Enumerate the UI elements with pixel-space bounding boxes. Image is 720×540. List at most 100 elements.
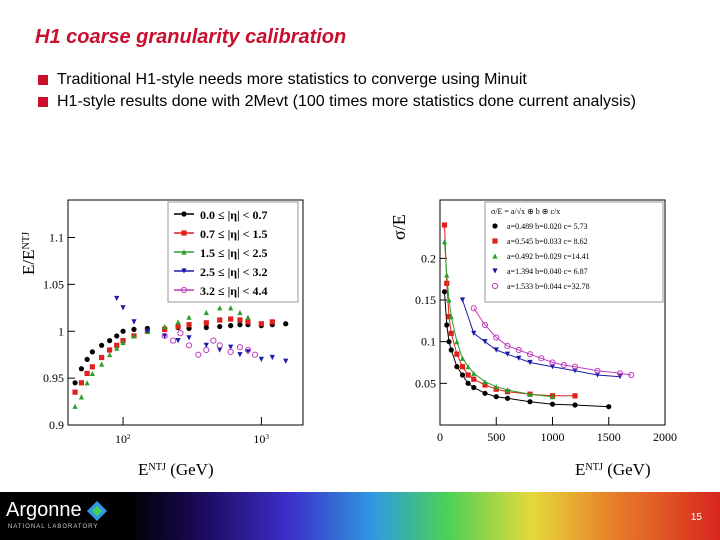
data-point	[175, 319, 181, 325]
data-point	[175, 323, 181, 330]
data-point	[269, 319, 275, 325]
data-point	[482, 339, 488, 345]
legend-label: a=1.533 b=0.044 c=32.78	[507, 282, 590, 291]
argonne-logo-subtitle: NATIONAL LABORATORY	[8, 524, 99, 530]
resolution-chart: 0.05 0.1 0.15 0.2 0 500 1000 1500 2000 σ/E ENTJ (G…	[389, 199, 677, 479]
legend-label: 1.5 ≤ |η| < 2.5	[200, 246, 268, 260]
data-point	[446, 339, 452, 345]
data-point	[616, 370, 624, 377]
y-tick-label: 0.15	[415, 293, 436, 307]
bullet-square-icon	[38, 97, 48, 107]
data-point	[448, 330, 454, 336]
data-point	[454, 351, 460, 357]
data-point	[283, 358, 289, 364]
data-point	[454, 364, 460, 370]
legend-label: a=0.489 b=0.020 c= 5.73	[507, 222, 588, 231]
bullet-item: Traditional H1-style needs more statisti…	[38, 70, 678, 90]
data-point	[516, 355, 522, 361]
y-tick-label: 0.95	[43, 371, 64, 385]
data-point	[492, 253, 498, 259]
y-tick-label: 1	[58, 324, 64, 338]
data-point	[169, 337, 177, 344]
data-point	[283, 321, 289, 327]
legend-label: 2.5 ≤ |η| < 3.2	[200, 265, 268, 279]
data-point	[459, 364, 466, 370]
data-point	[251, 351, 259, 358]
data-point	[594, 367, 601, 374]
data-point	[526, 351, 534, 358]
data-point	[470, 305, 477, 312]
data-point	[560, 361, 567, 369]
x-tick-label: 103	[253, 432, 269, 446]
bullet-list: Traditional H1-style needs more statisti…	[38, 70, 678, 114]
page-number: 15	[690, 512, 702, 523]
data-point	[446, 314, 452, 320]
argonne-logo-icon	[87, 501, 107, 521]
y-tick-label: 0.9	[49, 418, 64, 432]
data-point	[237, 352, 243, 358]
x-tick-label: 2000	[653, 430, 677, 444]
response-chart: 0.9 0.95 1 1.05 1.1 102 103 E/ENTJ ENTJ (GeV) 0.0…	[19, 199, 304, 479]
data-point	[549, 401, 556, 407]
data-point	[492, 238, 498, 244]
data-point	[217, 317, 223, 323]
data-point	[454, 339, 460, 345]
data-point	[210, 337, 217, 344]
data-point	[186, 322, 192, 328]
data-point	[493, 334, 500, 341]
data-point	[527, 359, 533, 366]
x-axis-label: ENTJ (GeV)	[138, 460, 214, 479]
argonne-logo-text: Argonne	[6, 499, 82, 521]
data-point	[78, 366, 85, 372]
data-point	[84, 370, 90, 377]
x-tick-label: 500	[487, 430, 505, 444]
data-point	[444, 280, 450, 286]
data-point	[493, 384, 499, 390]
data-point	[175, 338, 181, 344]
data-point	[572, 393, 578, 399]
data-point	[161, 332, 168, 340]
data-point	[606, 404, 612, 410]
data-point	[144, 328, 150, 334]
data-point	[203, 309, 209, 316]
data-point	[114, 342, 120, 348]
footer-bar: Argonne NATIONAL LABORATORY 15	[0, 492, 720, 540]
data-point	[181, 249, 187, 255]
data-point	[99, 342, 105, 348]
data-point	[444, 322, 450, 328]
x-tick-label: 0	[437, 430, 443, 444]
data-point	[177, 330, 184, 337]
data-point	[162, 323, 168, 330]
bullet-square-icon	[38, 75, 48, 85]
y-axis-label: E/ENTJ	[19, 232, 38, 275]
data-point	[195, 351, 202, 358]
data-point	[444, 272, 450, 278]
slide-title: H1 coarse granularity calibration	[35, 26, 347, 48]
legend-label: a=0.492 b=0.029 c=14.41	[507, 252, 590, 261]
data-point	[114, 333, 120, 339]
data-point	[228, 323, 234, 329]
data-point	[89, 349, 95, 355]
data-point	[203, 346, 210, 354]
data-point	[504, 342, 511, 349]
bullet-text: Traditional H1-style needs more statisti…	[57, 71, 527, 88]
legend-label: a=1.394 b=0.040 c= 6.87	[507, 267, 588, 276]
legend-label: a=0.545 b=0.033 c= 8.62	[507, 237, 588, 246]
data-point	[131, 319, 137, 325]
y-tick-label: 0.1	[421, 335, 436, 349]
data-point	[99, 361, 105, 367]
y-tick-label: 1.05	[43, 277, 64, 291]
data-point	[131, 333, 137, 339]
data-point	[471, 384, 477, 391]
data-point	[471, 370, 477, 376]
data-point	[491, 282, 499, 290]
legend-label: 0.7 ≤ |η| < 1.5	[200, 227, 268, 241]
data-point	[78, 380, 85, 386]
data-point	[107, 347, 113, 353]
data-point	[446, 297, 452, 303]
data-point	[448, 314, 454, 320]
data-point	[89, 364, 95, 370]
data-point	[504, 395, 511, 401]
data-point	[185, 342, 193, 349]
data-point	[203, 342, 209, 348]
